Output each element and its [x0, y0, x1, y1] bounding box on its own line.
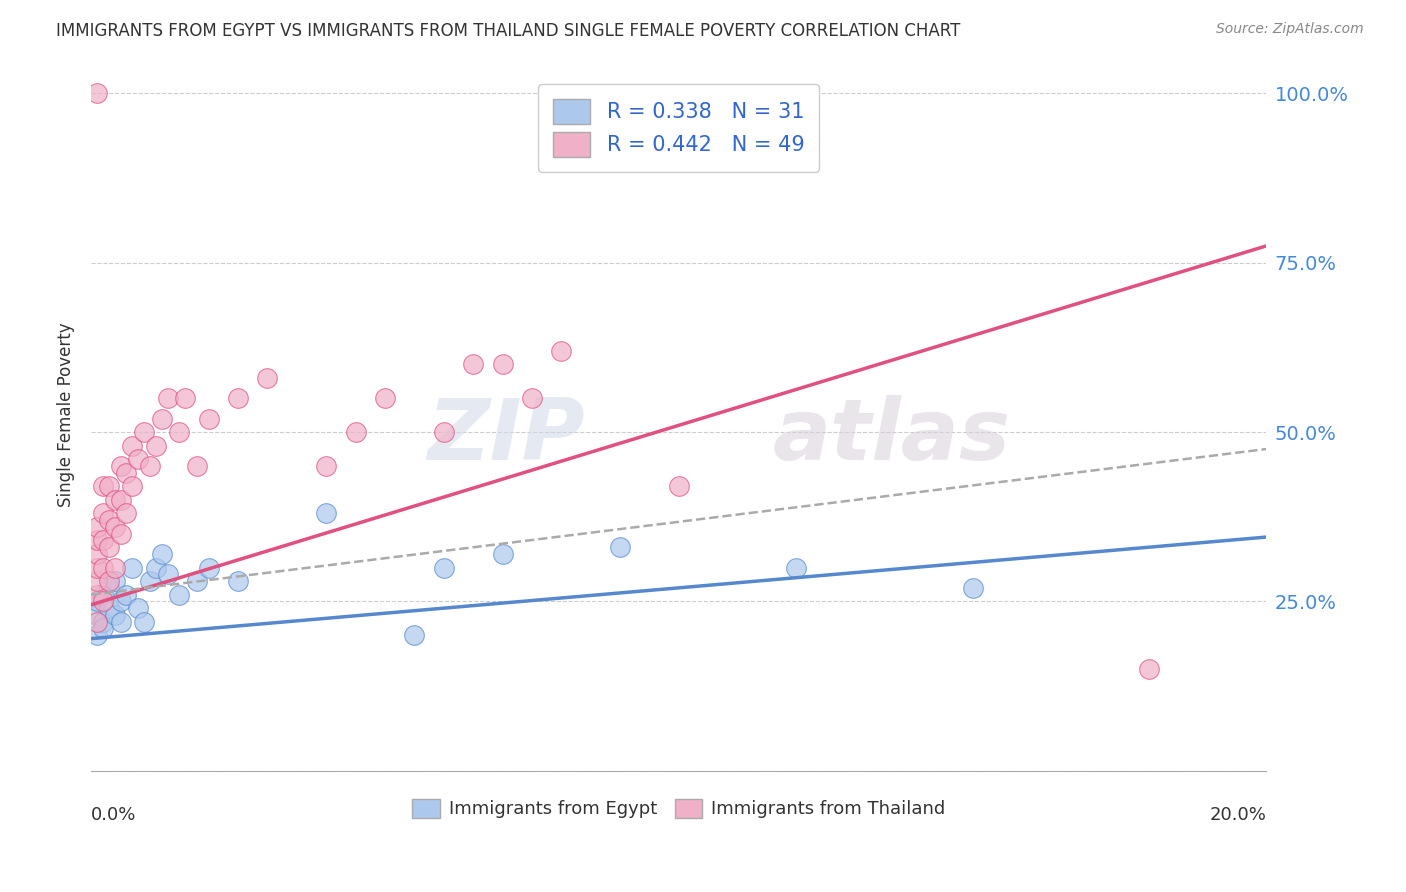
Point	[1137, 662, 1160, 676]
Point	[226, 391, 249, 405]
Point	[86, 588, 108, 602]
Point	[433, 560, 456, 574]
Point	[104, 520, 127, 534]
Point	[785, 560, 807, 574]
Point	[145, 439, 167, 453]
Point	[110, 594, 132, 608]
Point	[115, 466, 138, 480]
Point	[97, 601, 120, 615]
Point	[374, 391, 396, 405]
Point	[91, 533, 114, 548]
Point	[315, 506, 337, 520]
Point	[86, 628, 108, 642]
Point	[91, 594, 114, 608]
Point	[110, 492, 132, 507]
Text: IMMIGRANTS FROM EGYPT VS IMMIGRANTS FROM THAILAND SINGLE FEMALE POVERTY CORRELAT: IMMIGRANTS FROM EGYPT VS IMMIGRANTS FROM…	[56, 22, 960, 40]
Point	[127, 452, 149, 467]
Point	[104, 574, 127, 588]
Point	[91, 506, 114, 520]
Point	[121, 439, 143, 453]
Point	[169, 588, 191, 602]
Y-axis label: Single Female Poverty: Single Female Poverty	[58, 323, 75, 508]
Point	[127, 601, 149, 615]
Point	[91, 560, 114, 574]
Point	[404, 628, 426, 642]
Point	[91, 622, 114, 636]
Point	[609, 540, 631, 554]
Point	[491, 547, 513, 561]
Point	[104, 560, 127, 574]
Point	[344, 425, 367, 439]
Point	[197, 560, 219, 574]
Point	[115, 588, 138, 602]
Point	[315, 458, 337, 473]
Point	[520, 391, 543, 405]
Point	[139, 574, 162, 588]
Point	[104, 607, 127, 622]
Point	[97, 574, 120, 588]
Point	[110, 615, 132, 629]
Point	[256, 371, 278, 385]
Point	[550, 343, 572, 358]
Point	[156, 567, 179, 582]
Point	[174, 391, 197, 405]
Legend: Immigrants from Egypt, Immigrants from Thailand: Immigrants from Egypt, Immigrants from T…	[405, 792, 952, 826]
Point	[226, 574, 249, 588]
Point	[91, 479, 114, 493]
Point	[91, 615, 114, 629]
Point	[491, 357, 513, 371]
Point	[110, 458, 132, 473]
Point	[156, 391, 179, 405]
Text: Source: ZipAtlas.com: Source: ZipAtlas.com	[1216, 22, 1364, 37]
Point	[86, 87, 108, 101]
Point	[186, 574, 208, 588]
Point	[91, 588, 114, 602]
Point	[97, 581, 120, 595]
Point	[97, 513, 120, 527]
Point	[121, 560, 143, 574]
Point	[186, 458, 208, 473]
Point	[86, 615, 108, 629]
Point	[197, 411, 219, 425]
Text: 20.0%: 20.0%	[1209, 806, 1267, 824]
Point	[150, 547, 173, 561]
Text: ZIP: ZIP	[427, 395, 585, 478]
Point	[86, 560, 108, 574]
Point	[132, 615, 155, 629]
Point	[86, 574, 108, 588]
Point	[169, 425, 191, 439]
Text: 0.0%: 0.0%	[91, 806, 136, 824]
Point	[132, 425, 155, 439]
Point	[104, 492, 127, 507]
Point	[463, 357, 485, 371]
Point	[97, 479, 120, 493]
Point	[121, 479, 143, 493]
Point	[97, 540, 120, 554]
Point	[150, 411, 173, 425]
Point	[145, 560, 167, 574]
Point	[86, 607, 108, 622]
Point	[86, 520, 108, 534]
Point	[86, 533, 108, 548]
Point	[86, 547, 108, 561]
Point	[110, 526, 132, 541]
Point	[668, 479, 690, 493]
Point	[115, 506, 138, 520]
Point	[86, 594, 108, 608]
Point	[139, 458, 162, 473]
Text: atlas: atlas	[773, 395, 1011, 478]
Point	[433, 425, 456, 439]
Point	[962, 581, 984, 595]
